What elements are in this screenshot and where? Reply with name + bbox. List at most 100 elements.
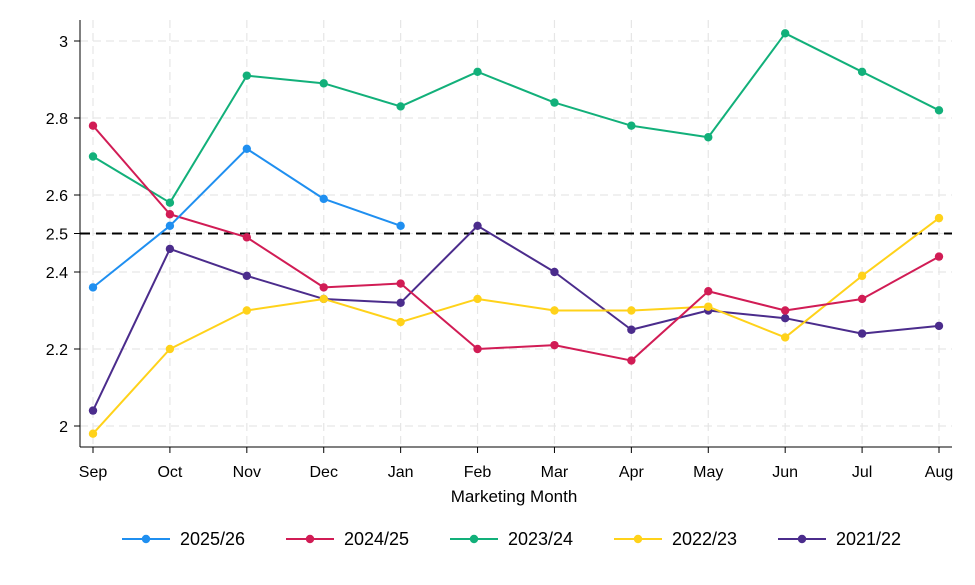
data-point [473, 221, 482, 230]
data-point [473, 294, 482, 304]
data-point [319, 283, 328, 292]
data-point [165, 198, 175, 207]
data-point [934, 213, 944, 223]
y-tick-label: 2.4 [46, 265, 68, 282]
data-point [396, 279, 405, 288]
legend-label: 2022/23 [672, 529, 737, 549]
data-point [550, 306, 559, 315]
legend-label: 2024/25 [344, 529, 409, 549]
series-line [92, 32, 940, 204]
data-point [242, 306, 252, 315]
data-point [88, 283, 98, 292]
data-point [934, 252, 944, 261]
data-point [473, 344, 482, 354]
data-point [857, 329, 867, 338]
legend-item: 2024/25 [286, 529, 409, 549]
x-tick-label: Oct [157, 464, 182, 481]
y-tick-label: 2 [59, 419, 68, 436]
data-point [396, 221, 405, 230]
data-point [704, 133, 713, 142]
x-tick-label: Sep [79, 464, 108, 481]
data-point [934, 106, 944, 115]
y-tick-label: 2.2 [46, 342, 68, 359]
legend-item: 2023/24 [450, 529, 573, 549]
y-tick-label: 3 [59, 34, 68, 51]
legend: 2025/26 2024/25 2023/24 2022/23 2021/22 [122, 529, 901, 549]
x-tick-label: Aug [925, 464, 953, 481]
data-point [780, 306, 790, 315]
legend-item: 2025/26 [122, 529, 245, 549]
x-tick-label: Dec [310, 464, 338, 481]
series-group [88, 29, 944, 438]
series-2021-22 [88, 221, 944, 415]
x-tick-label: May [693, 464, 723, 481]
data-point [627, 325, 636, 334]
data-point [319, 194, 328, 204]
x-ticks: Sep Oct Nov Dec Jan Feb Mar Apr May Jun Jul Aug [79, 447, 953, 481]
x-tick-label: Apr [619, 464, 645, 481]
legend-label: 2023/24 [508, 529, 573, 549]
data-point [627, 356, 636, 365]
data-point [88, 152, 98, 161]
legend-label: 2025/26 [180, 529, 245, 549]
y-tick-label: 2.8 [46, 111, 68, 128]
x-tick-label: Feb [464, 464, 492, 481]
data-point [242, 233, 252, 242]
series-2024-25 [88, 121, 944, 365]
data-point [704, 287, 713, 296]
data-point [550, 98, 559, 107]
data-point [319, 79, 328, 88]
data-point [319, 294, 328, 304]
data-point [780, 29, 790, 38]
series-line [92, 224, 940, 412]
legend-swatch-marker [141, 534, 151, 544]
data-point [780, 314, 790, 323]
legend-label: 2021/22 [836, 529, 901, 549]
y-tick-label: 2.6 [46, 188, 68, 205]
series-2023-24 [88, 29, 944, 207]
x-tick-label: Jun [772, 464, 798, 481]
legend-item: 2022/23 [614, 529, 737, 549]
data-point [242, 71, 252, 80]
x-tick-label: Mar [541, 464, 569, 481]
x-tick-label: Jul [852, 464, 872, 481]
data-point [780, 333, 790, 342]
legend-swatch-marker [633, 534, 643, 544]
data-point [242, 271, 252, 281]
data-point [857, 67, 867, 77]
data-point [396, 102, 405, 111]
data-point [165, 210, 175, 219]
series-2022-23 [88, 213, 944, 438]
data-point [165, 344, 175, 354]
series-line [92, 217, 940, 435]
data-point [165, 244, 175, 254]
legend-swatch-marker [305, 534, 315, 544]
data-point [550, 340, 559, 350]
data-point [627, 121, 636, 130]
legend-swatch-marker [797, 534, 807, 544]
legend-item: 2021/22 [778, 529, 901, 549]
x-tick-label: Jan [388, 464, 414, 481]
series-2025-26 [88, 144, 405, 292]
data-point [165, 221, 175, 230]
data-point [473, 67, 482, 77]
data-point [242, 144, 252, 153]
y-ticks: 2 2.2 2.4 2.5 2.6 2.8 3 [46, 34, 80, 436]
data-point [934, 321, 944, 331]
data-point [857, 271, 867, 281]
data-point [396, 298, 405, 307]
y-tick-label: 2.5 [46, 227, 68, 244]
data-point [88, 406, 98, 415]
legend-swatch-marker [469, 534, 479, 544]
series-line [92, 125, 940, 362]
data-point [857, 294, 867, 304]
x-tick-label: Nov [233, 464, 261, 481]
x-axis-title: Marketing Month [451, 487, 578, 506]
data-point [627, 306, 636, 315]
data-point [88, 121, 98, 130]
data-point [88, 429, 98, 438]
data-point [396, 317, 405, 327]
data-point [704, 302, 713, 311]
data-point [550, 267, 559, 277]
